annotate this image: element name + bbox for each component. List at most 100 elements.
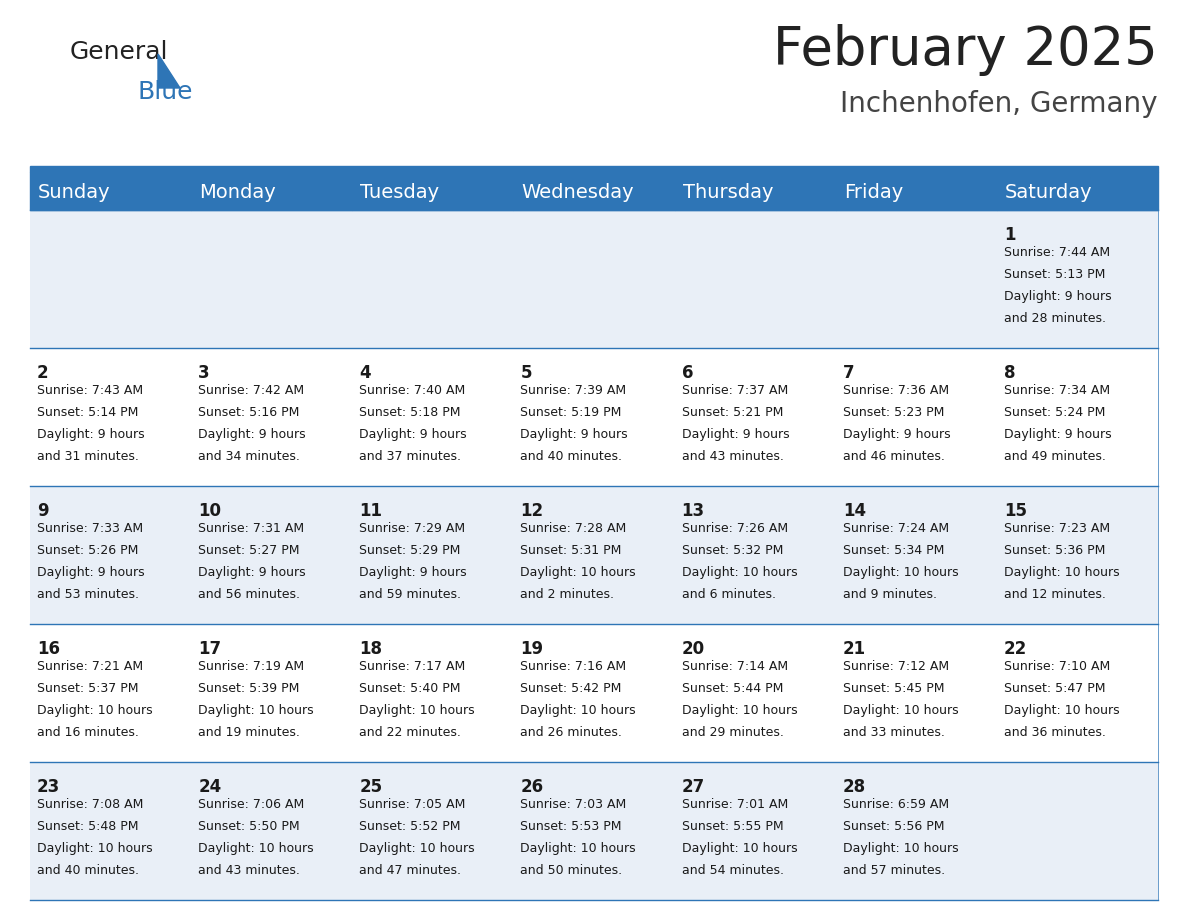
Bar [30,210,191,348]
Text: Sunrise: 7:10 AM: Sunrise: 7:10 AM [1004,660,1110,673]
Text: Sunrise: 7:01 AM: Sunrise: 7:01 AM [682,798,788,811]
Bar [997,210,1158,348]
Bar [997,486,1158,624]
Bar [513,486,675,624]
Bar [191,624,353,762]
Text: and 6 minutes.: and 6 minutes. [682,588,776,601]
Bar [835,624,997,762]
Bar [835,762,997,900]
Bar [835,348,997,486]
Text: Sunrise: 6:59 AM: Sunrise: 6:59 AM [842,798,949,811]
Text: Inchenhofen, Germany: Inchenhofen, Germany [840,90,1158,118]
Text: Sunrise: 7:37 AM: Sunrise: 7:37 AM [682,384,788,397]
Bar [30,762,191,900]
Text: Daylight: 9 hours: Daylight: 9 hours [359,428,467,441]
Text: General: General [70,40,169,64]
Text: Daylight: 10 hours: Daylight: 10 hours [682,566,797,579]
Bar [835,210,997,348]
Text: Sunset: 5:39 PM: Sunset: 5:39 PM [198,682,299,695]
Text: Sunrise: 7:29 AM: Sunrise: 7:29 AM [359,521,466,535]
Bar [353,172,513,210]
Bar [353,210,513,348]
Text: Daylight: 9 hours: Daylight: 9 hours [359,566,467,579]
Text: and 47 minutes.: and 47 minutes. [359,864,461,877]
Text: 20: 20 [682,640,704,658]
Text: Sunset: 5:47 PM: Sunset: 5:47 PM [1004,682,1105,695]
Text: Sunset: 5:55 PM: Sunset: 5:55 PM [682,820,783,833]
Text: and 16 minutes.: and 16 minutes. [37,726,139,739]
Text: Sunrise: 7:19 AM: Sunrise: 7:19 AM [198,660,304,673]
Bar [30,624,191,762]
Text: Sunset: 5:31 PM: Sunset: 5:31 PM [520,544,621,557]
Text: Sunrise: 7:34 AM: Sunrise: 7:34 AM [1004,384,1110,397]
Text: 28: 28 [842,778,866,796]
Text: Daylight: 10 hours: Daylight: 10 hours [1004,566,1119,579]
Text: Sunset: 5:24 PM: Sunset: 5:24 PM [1004,406,1105,419]
Text: 27: 27 [682,778,704,796]
Bar [353,486,513,624]
Text: and 50 minutes.: and 50 minutes. [520,864,623,877]
Text: 16: 16 [37,640,61,658]
Text: 22: 22 [1004,640,1028,658]
Text: Sunrise: 7:12 AM: Sunrise: 7:12 AM [842,660,949,673]
Bar [675,210,835,348]
Bar [191,762,353,900]
Text: 14: 14 [842,502,866,520]
Text: Sunset: 5:44 PM: Sunset: 5:44 PM [682,682,783,695]
Bar [835,172,997,210]
Text: 12: 12 [520,502,544,520]
Text: Sunrise: 7:40 AM: Sunrise: 7:40 AM [359,384,466,397]
Text: Sunrise: 7:43 AM: Sunrise: 7:43 AM [37,384,143,397]
Text: Sunset: 5:26 PM: Sunset: 5:26 PM [37,544,138,557]
Text: Sunrise: 7:28 AM: Sunrise: 7:28 AM [520,521,627,535]
Text: Sunrise: 7:17 AM: Sunrise: 7:17 AM [359,660,466,673]
Text: Sunset: 5:14 PM: Sunset: 5:14 PM [37,406,138,419]
Text: Sunrise: 7:26 AM: Sunrise: 7:26 AM [682,521,788,535]
Text: Sunset: 5:29 PM: Sunset: 5:29 PM [359,544,461,557]
Text: and 34 minutes.: and 34 minutes. [198,450,301,463]
Text: and 46 minutes.: and 46 minutes. [842,450,944,463]
Text: and 9 minutes.: and 9 minutes. [842,588,936,601]
Text: Daylight: 10 hours: Daylight: 10 hours [198,842,314,855]
Text: 15: 15 [1004,502,1026,520]
Text: Daylight: 10 hours: Daylight: 10 hours [842,842,959,855]
Text: Sunrise: 7:24 AM: Sunrise: 7:24 AM [842,521,949,535]
Text: Sunset: 5:36 PM: Sunset: 5:36 PM [1004,544,1105,557]
Text: 25: 25 [359,778,383,796]
Text: 5: 5 [520,364,532,382]
Text: Daylight: 10 hours: Daylight: 10 hours [842,566,959,579]
Text: and 43 minutes.: and 43 minutes. [682,450,783,463]
Text: and 57 minutes.: and 57 minutes. [842,864,944,877]
Text: Daylight: 9 hours: Daylight: 9 hours [37,428,145,441]
Text: Sunrise: 7:31 AM: Sunrise: 7:31 AM [198,521,304,535]
Text: Sunrise: 7:23 AM: Sunrise: 7:23 AM [1004,521,1110,535]
Text: Sunrise: 7:33 AM: Sunrise: 7:33 AM [37,521,143,535]
Text: 24: 24 [198,778,221,796]
Text: Sunrise: 7:05 AM: Sunrise: 7:05 AM [359,798,466,811]
Text: 18: 18 [359,640,383,658]
Text: 3: 3 [198,364,210,382]
Text: and 53 minutes.: and 53 minutes. [37,588,139,601]
Text: 7: 7 [842,364,854,382]
Text: 2: 2 [37,364,49,382]
Text: Saturday: Saturday [1005,184,1093,203]
Bar [191,486,353,624]
Text: Daylight: 9 hours: Daylight: 9 hours [1004,290,1112,303]
Text: and 33 minutes.: and 33 minutes. [842,726,944,739]
Text: Sunset: 5:56 PM: Sunset: 5:56 PM [842,820,944,833]
Text: 19: 19 [520,640,544,658]
Bar [513,348,675,486]
Text: Daylight: 10 hours: Daylight: 10 hours [520,704,636,717]
Text: and 19 minutes.: and 19 minutes. [198,726,301,739]
Text: Daylight: 9 hours: Daylight: 9 hours [682,428,789,441]
Text: 4: 4 [359,364,371,382]
Text: 8: 8 [1004,364,1016,382]
Text: and 49 minutes.: and 49 minutes. [1004,450,1106,463]
Bar [675,486,835,624]
Text: and 40 minutes.: and 40 minutes. [37,864,139,877]
Text: and 28 minutes.: and 28 minutes. [1004,312,1106,325]
Text: Sunset: 5:52 PM: Sunset: 5:52 PM [359,820,461,833]
Text: Wednesday: Wednesday [522,184,634,203]
Bar [997,348,1158,486]
Text: and 22 minutes.: and 22 minutes. [359,726,461,739]
